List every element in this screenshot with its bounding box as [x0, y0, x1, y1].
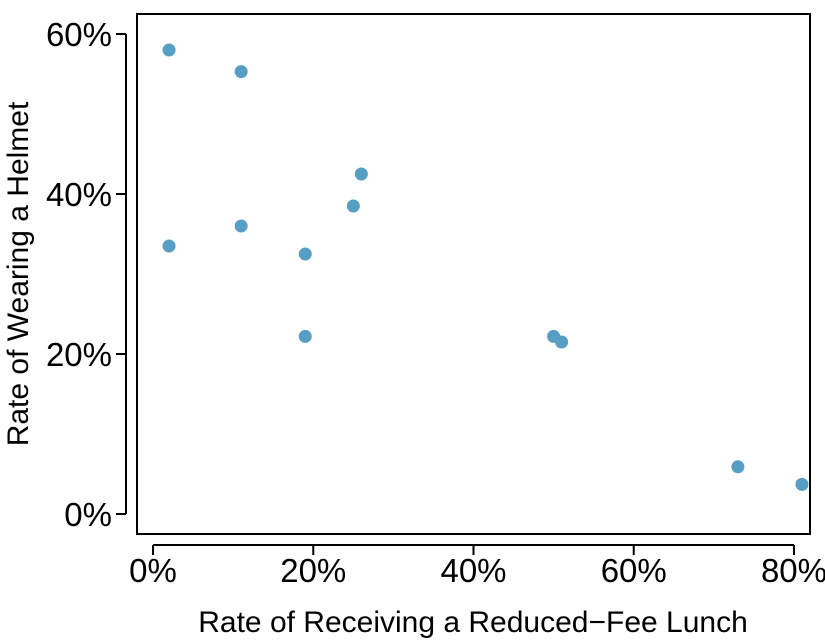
y-axis-title: Rate of Wearing a Helmet	[2, 101, 35, 446]
x-tick-label: 20%	[280, 552, 346, 589]
x-tick-label: 80%	[761, 552, 825, 589]
x-axis: 0% 20% 40% 60% 80%	[129, 544, 825, 589]
data-point	[234, 219, 248, 233]
y-tick-label: 40%	[46, 176, 112, 213]
data-point	[795, 477, 809, 491]
y-tick-label: 60%	[46, 16, 112, 53]
data-point	[555, 335, 569, 349]
data-point	[346, 199, 360, 213]
y-tick-label: 20%	[46, 336, 112, 373]
data-point	[298, 247, 312, 261]
y-axis: 0% 20% 40% 60%	[46, 16, 127, 533]
data-point	[234, 65, 248, 79]
x-tick-label: 60%	[601, 552, 667, 589]
y-tick-label: 0%	[64, 496, 112, 533]
x-tick-label: 0%	[129, 552, 177, 589]
data-point	[298, 329, 312, 343]
data-point	[162, 43, 176, 57]
data-points	[162, 43, 809, 491]
data-point	[354, 167, 368, 181]
data-point	[731, 460, 745, 474]
plot-frame	[136, 13, 811, 535]
data-point	[162, 239, 176, 253]
x-axis-title: Rate of Receiving a Reduced−Fee Lunch	[198, 606, 748, 639]
x-tick-label: 40%	[440, 552, 506, 589]
